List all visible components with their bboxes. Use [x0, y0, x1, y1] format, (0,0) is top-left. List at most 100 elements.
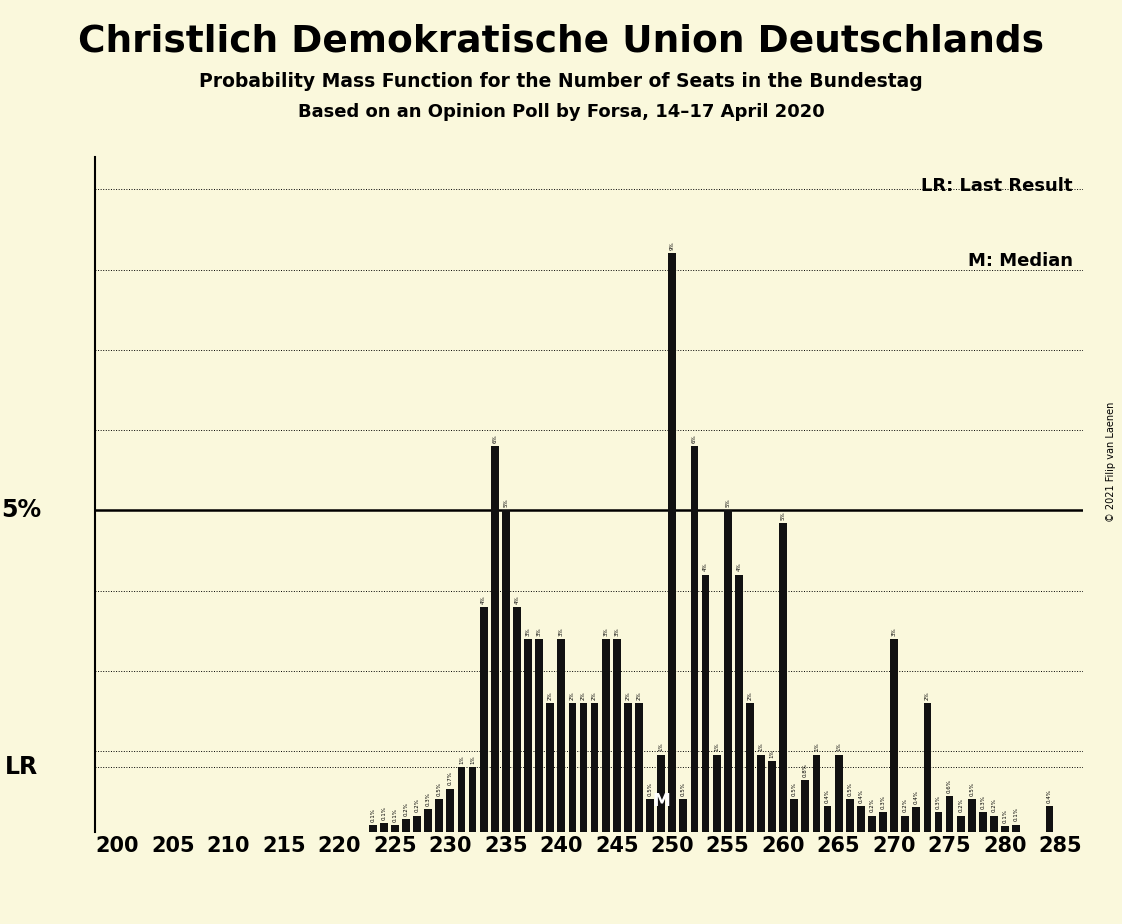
Bar: [812, 755, 820, 832]
Text: M: Median: M: Median: [968, 251, 1073, 270]
Bar: [657, 755, 665, 832]
Text: 2%: 2%: [592, 691, 597, 699]
Text: 2%: 2%: [570, 691, 574, 699]
Text: 0.5%: 0.5%: [792, 783, 797, 796]
Bar: [901, 816, 909, 832]
Text: 0.2%: 0.2%: [404, 802, 408, 816]
Text: 2%: 2%: [747, 691, 753, 699]
Text: 3%: 3%: [536, 627, 542, 636]
Text: 0.7%: 0.7%: [448, 772, 453, 785]
Text: 2%: 2%: [581, 691, 586, 699]
Bar: [402, 820, 410, 832]
Bar: [669, 253, 677, 832]
Text: © 2021 Filip van Laenen: © 2021 Filip van Laenen: [1106, 402, 1116, 522]
Bar: [480, 607, 488, 832]
Text: M: M: [652, 792, 670, 809]
Bar: [646, 799, 654, 832]
Text: 5%: 5%: [1, 498, 42, 522]
Bar: [413, 816, 421, 832]
Text: 3%: 3%: [614, 627, 619, 636]
Text: 6%: 6%: [692, 434, 697, 443]
Text: 0.3%: 0.3%: [881, 796, 885, 809]
Text: 0.3%: 0.3%: [425, 792, 431, 806]
Text: 1%: 1%: [659, 743, 663, 751]
Bar: [801, 780, 809, 832]
Text: 0.5%: 0.5%: [969, 783, 974, 796]
Text: 1%: 1%: [758, 743, 763, 751]
Bar: [757, 755, 765, 832]
Bar: [513, 607, 521, 832]
Text: 0.5%: 0.5%: [847, 783, 853, 796]
Bar: [546, 703, 554, 832]
Bar: [857, 806, 865, 832]
Bar: [392, 825, 398, 832]
Text: 0.1%: 0.1%: [370, 808, 375, 822]
Text: 4%: 4%: [736, 563, 742, 571]
Text: 0.1%: 0.1%: [1003, 809, 1008, 823]
Text: 3%: 3%: [604, 627, 608, 636]
Bar: [824, 806, 831, 832]
Text: 0.5%: 0.5%: [681, 783, 686, 796]
Bar: [835, 755, 843, 832]
Text: 2%: 2%: [925, 691, 930, 699]
Bar: [469, 767, 477, 832]
Bar: [569, 703, 577, 832]
Text: Christlich Demokratische Union Deutschlands: Christlich Demokratische Union Deutschla…: [79, 23, 1043, 59]
Text: 1%: 1%: [470, 756, 475, 764]
Bar: [558, 638, 565, 832]
Text: 4%: 4%: [703, 563, 708, 571]
Bar: [424, 809, 432, 832]
Bar: [490, 446, 498, 832]
Text: LR: Last Result: LR: Last Result: [921, 177, 1073, 195]
Bar: [1001, 826, 1009, 832]
Text: 1%: 1%: [813, 743, 819, 751]
Text: LR: LR: [4, 755, 38, 779]
Text: 3%: 3%: [892, 627, 896, 636]
Text: 1%: 1%: [836, 743, 842, 751]
Bar: [590, 703, 598, 832]
Text: Based on an Opinion Poll by Forsa, 14–17 April 2020: Based on an Opinion Poll by Forsa, 14–17…: [297, 103, 825, 121]
Bar: [769, 761, 776, 832]
Bar: [846, 799, 854, 832]
Bar: [524, 638, 532, 832]
Bar: [369, 825, 377, 832]
Bar: [635, 703, 643, 832]
Text: 0.4%: 0.4%: [825, 789, 830, 803]
Text: 2%: 2%: [548, 691, 553, 699]
Text: 4%: 4%: [515, 595, 519, 603]
Text: 1%: 1%: [459, 756, 465, 764]
Bar: [435, 799, 443, 832]
Bar: [690, 446, 698, 832]
Bar: [447, 788, 454, 832]
Text: 2%: 2%: [636, 691, 642, 699]
Bar: [1046, 806, 1054, 832]
Text: 0.3%: 0.3%: [981, 796, 985, 809]
Bar: [535, 638, 543, 832]
Text: 2%: 2%: [625, 691, 631, 699]
Text: 0.2%: 0.2%: [903, 798, 908, 812]
Bar: [580, 703, 588, 832]
Bar: [990, 816, 997, 832]
Text: 1%: 1%: [770, 749, 774, 758]
Bar: [380, 823, 388, 832]
Bar: [923, 703, 931, 832]
Text: 5%: 5%: [504, 499, 508, 507]
Text: 0.5%: 0.5%: [647, 783, 653, 796]
Text: 0.6%: 0.6%: [947, 779, 953, 793]
Text: 5%: 5%: [781, 511, 785, 520]
Bar: [735, 575, 743, 832]
Bar: [935, 812, 942, 832]
Text: 0.5%: 0.5%: [436, 783, 442, 796]
Bar: [868, 816, 876, 832]
Text: 4%: 4%: [481, 595, 486, 603]
Bar: [880, 812, 886, 832]
Bar: [712, 755, 720, 832]
Bar: [968, 799, 976, 832]
Bar: [458, 767, 466, 832]
Text: 0.2%: 0.2%: [415, 798, 420, 812]
Bar: [502, 510, 509, 832]
Text: 0.2%: 0.2%: [870, 798, 874, 812]
Bar: [624, 703, 632, 832]
Text: 1%: 1%: [714, 743, 719, 751]
Text: 9%: 9%: [670, 241, 674, 250]
